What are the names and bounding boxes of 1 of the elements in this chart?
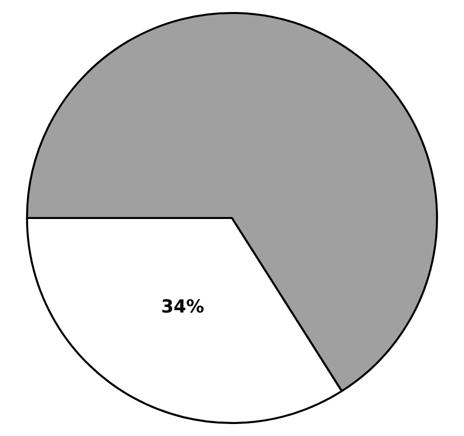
data-label: 34% [161, 296, 204, 318]
